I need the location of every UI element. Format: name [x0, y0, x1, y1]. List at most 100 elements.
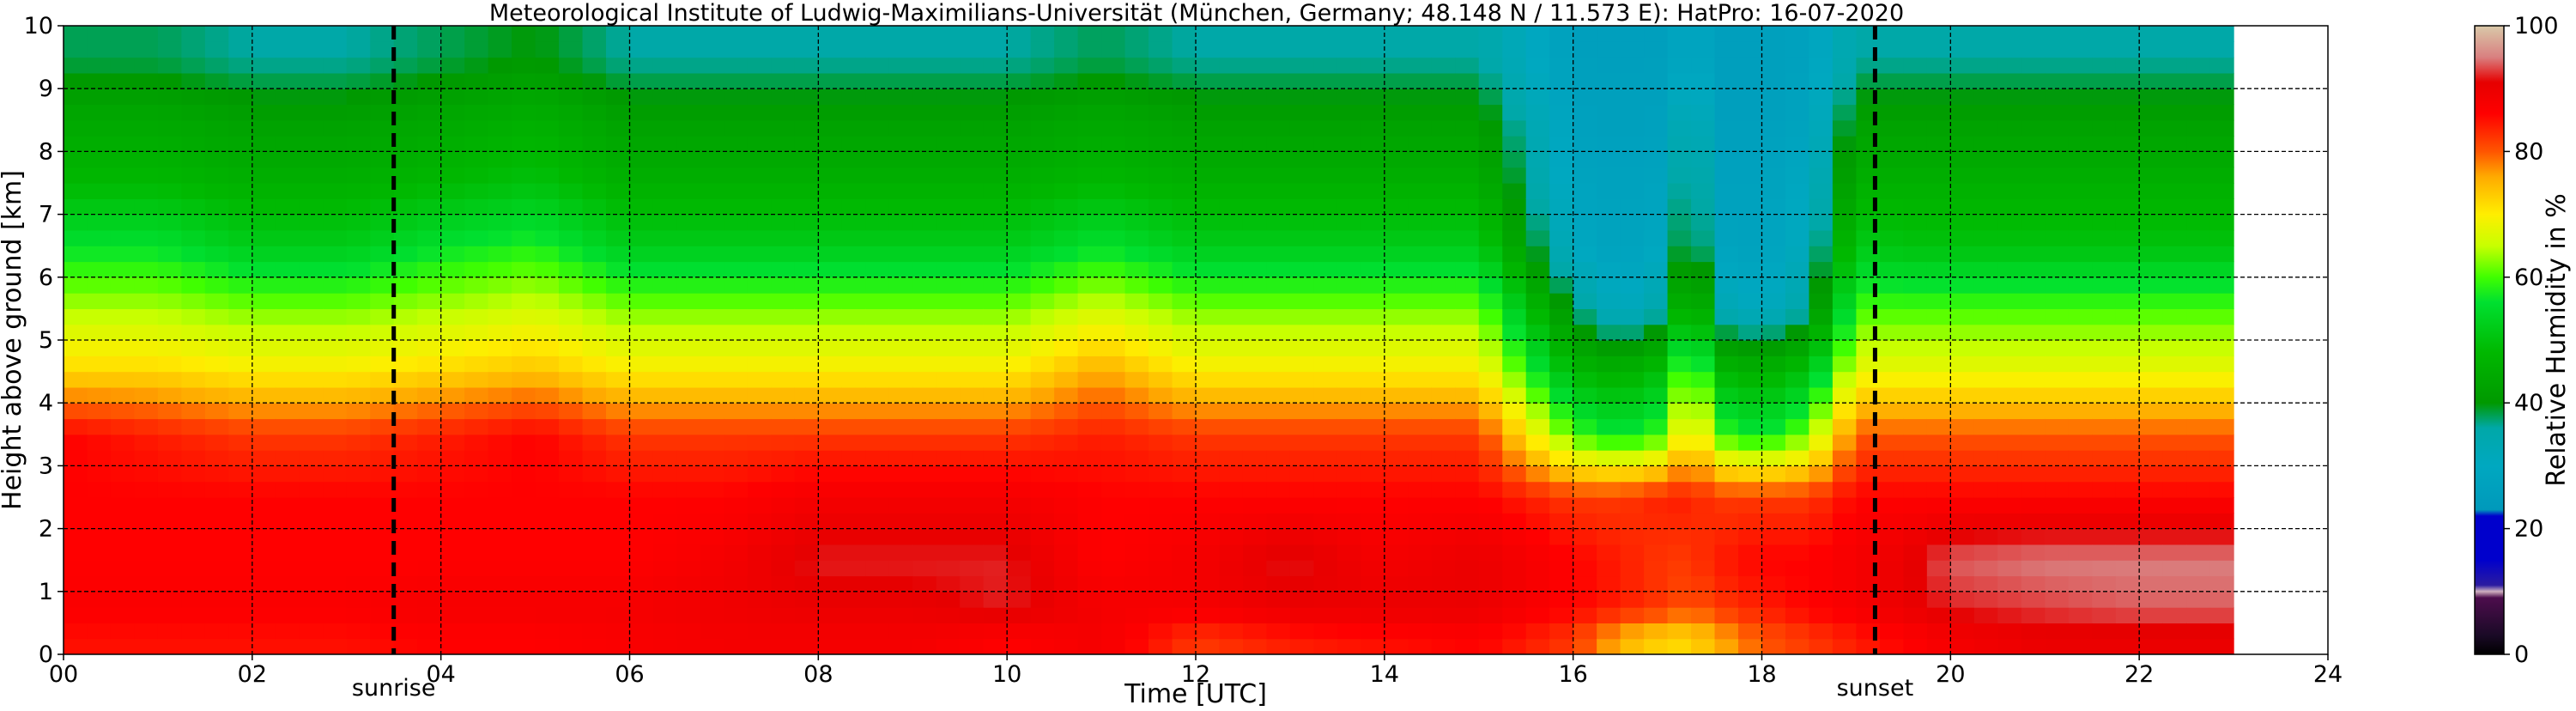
heatmap-cell — [1289, 26, 1314, 42]
heatmap-cell — [1431, 465, 1456, 483]
heatmap-cell — [1124, 167, 1149, 184]
heatmap-cell — [2139, 403, 2164, 420]
heatmap-cell — [700, 450, 725, 466]
heatmap-cell — [1196, 324, 1221, 341]
heatmap-cell — [1408, 41, 1433, 58]
heatmap-cell — [323, 198, 348, 216]
heatmap-cell — [1926, 386, 1951, 404]
heatmap-cell — [1054, 638, 1079, 654]
heatmap-cell — [747, 528, 772, 545]
heatmap-cell — [370, 136, 395, 152]
heatmap-cell — [134, 560, 159, 577]
heatmap-cell — [2139, 119, 2164, 137]
heatmap-cell — [1738, 623, 1763, 640]
heatmap-cell — [1196, 403, 1221, 420]
heatmap-cell — [1007, 119, 1032, 137]
heatmap-cell — [2021, 229, 2046, 246]
heatmap-cell — [323, 308, 348, 325]
heatmap-cell — [865, 340, 890, 356]
heatmap-cell — [771, 167, 796, 184]
heatmap-cell — [841, 450, 866, 466]
heatmap-cell — [676, 183, 701, 199]
heatmap-cell — [1903, 72, 1928, 89]
heatmap-cell — [2186, 276, 2211, 294]
heatmap-cell — [1266, 183, 1291, 199]
heatmap-cell — [1549, 136, 1574, 152]
heatmap-cell — [1667, 371, 1692, 388]
heatmap-cell — [2068, 465, 2093, 483]
heatmap-cell — [1101, 465, 1126, 483]
heatmap-cell — [1644, 151, 1669, 168]
heatmap-cell — [676, 356, 701, 373]
heatmap-cell — [299, 528, 324, 545]
heatmap-cell — [1336, 497, 1361, 514]
heatmap-cell — [370, 183, 395, 199]
heatmap-cell — [204, 41, 229, 58]
heatmap-cell — [488, 104, 512, 121]
heatmap-cell — [794, 371, 819, 388]
heatmap-cell — [1879, 340, 1904, 356]
heatmap-cell — [299, 119, 324, 137]
heatmap-cell — [1007, 41, 1032, 58]
heatmap-cell — [2045, 465, 2070, 483]
heatmap-cell — [181, 450, 206, 466]
heatmap-cell — [1926, 119, 1951, 137]
heatmap-cell — [559, 324, 584, 341]
heatmap-cell — [1879, 198, 1904, 216]
heatmap-cell — [276, 481, 300, 498]
heatmap-cell — [676, 246, 701, 263]
heatmap-cell — [2021, 465, 2046, 483]
heatmap-cell — [1077, 246, 1102, 263]
heatmap-cell — [2139, 167, 2164, 184]
heatmap-cell — [676, 57, 701, 74]
heatmap-cell — [1691, 229, 1716, 246]
heatmap-cell — [2209, 528, 2234, 545]
heatmap-cell — [1832, 356, 1858, 373]
heatmap-cell — [157, 434, 182, 451]
heatmap-cell — [134, 465, 159, 483]
heatmap-cell — [204, 167, 229, 184]
heatmap-cell — [488, 324, 512, 341]
heatmap-cell — [1502, 229, 1527, 246]
heatmap-cell — [1644, 623, 1669, 640]
heatmap-cell — [417, 308, 442, 325]
heatmap-cell — [1431, 57, 1456, 74]
heatmap-cell — [64, 41, 88, 58]
heatmap-cell — [1950, 560, 1975, 577]
heatmap-cell — [346, 229, 371, 246]
heatmap-cell — [582, 57, 607, 74]
heatmap-cell — [865, 481, 890, 498]
heatmap-cell — [865, 246, 890, 263]
heatmap-cell — [1313, 26, 1338, 42]
heatmap-cell — [724, 104, 749, 121]
heatmap-cell — [2139, 276, 2164, 294]
heatmap-cell — [1549, 104, 1574, 121]
heatmap-cell — [1384, 591, 1409, 608]
heatmap-cell — [1525, 560, 1550, 577]
heatmap-cell — [1431, 324, 1456, 341]
heatmap-cell — [157, 324, 182, 341]
heatmap-cell — [440, 371, 465, 388]
heatmap-cell — [1313, 465, 1338, 483]
heatmap-cell — [1313, 481, 1338, 498]
heatmap-cell — [1242, 57, 1268, 74]
heatmap-cell — [606, 623, 631, 640]
heatmap-cell — [2115, 528, 2140, 545]
heatmap-cell — [865, 104, 890, 121]
heatmap-cell — [1597, 26, 1621, 42]
heatmap-cell — [1431, 607, 1456, 623]
heatmap-cell — [440, 465, 465, 483]
heatmap-cell — [606, 497, 631, 514]
heatmap-cell — [2186, 214, 2211, 231]
heatmap-cell — [2162, 229, 2187, 246]
heatmap-cell — [1597, 119, 1621, 137]
heatmap-cell — [488, 371, 512, 388]
heatmap-cell — [888, 308, 913, 325]
heatmap-cell — [2162, 119, 2187, 137]
heatmap-cell — [346, 136, 371, 152]
x-tick-label: 24 — [2313, 661, 2343, 688]
heatmap-cell — [488, 544, 512, 561]
heatmap-cell — [1620, 575, 1645, 592]
heatmap-cell — [1054, 246, 1079, 263]
heatmap-cell — [1242, 261, 1268, 278]
